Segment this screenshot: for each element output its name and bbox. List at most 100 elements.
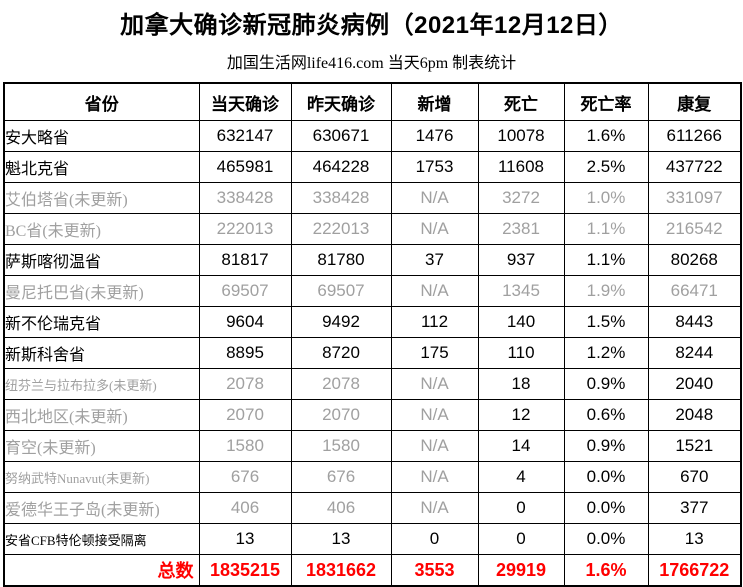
value-cell: 8244 [647, 337, 742, 369]
value-cell: 0 [390, 523, 479, 555]
value-cell: 18 [477, 368, 565, 400]
total-value-cell: 1.6% [563, 554, 649, 587]
value-cell: N/A [390, 461, 479, 493]
value-cell: 406 [198, 492, 292, 524]
page: 加拿大确诊新冠肺炎病例（2021年12月12日） 加国生活网life416.co… [0, 5, 743, 587]
table-row: 魁北克省 465981 464228 1753 11608 2.5% 437722 [3, 151, 742, 183]
table-row: 艾伯塔省(未更新) 338428 338428 N/A 3272 1.0% 331097 [3, 182, 742, 214]
value-cell: 81817 [198, 244, 292, 276]
table-row: 安省CFB特伦顿接受隔离 13 13 0 0 0.0% 13 [3, 523, 742, 555]
value-cell: 437722 [647, 151, 742, 183]
value-cell: 1580 [198, 430, 292, 462]
total-value-cell: 1835215 [198, 554, 292, 587]
province-cell: BC省(未更新) [3, 213, 200, 245]
value-cell: 37 [390, 244, 479, 276]
value-cell: 465981 [198, 151, 292, 183]
value-cell: 12 [477, 399, 565, 431]
value-cell: 1345 [477, 275, 565, 307]
province-cell: 努纳武特Nunavut(未更新) [3, 461, 200, 493]
table-row: 新斯科舍省 8895 8720 175 110 1.2% 8244 [3, 337, 742, 369]
value-cell: 11608 [477, 151, 565, 183]
province-cell: 爱德华王子岛(未更新) [3, 492, 200, 524]
value-cell: N/A [390, 182, 479, 214]
value-cell: 13 [647, 523, 742, 555]
col-header-recovered: 康复 [647, 82, 742, 121]
value-cell: 3272 [477, 182, 565, 214]
table-row: 爱德华王子岛(未更新) 406 406 N/A 0 0.0% 377 [3, 492, 742, 524]
value-cell: 14 [477, 430, 565, 462]
col-header-yesterday-confirmed: 昨天确诊 [290, 82, 392, 121]
table-row: 育空(未更新) 1580 1580 N/A 14 0.9% 1521 [3, 430, 742, 462]
value-cell: 4 [477, 461, 565, 493]
value-cell: 1.5% [563, 306, 649, 338]
value-cell: 69507 [290, 275, 392, 307]
col-header-new-cases: 新增 [390, 82, 479, 121]
value-cell: 222013 [198, 213, 292, 245]
total-row: 总数 1835215 1831662 3553 29919 1.6% 1766722 [3, 554, 742, 587]
value-cell: 8720 [290, 337, 392, 369]
value-cell: N/A [390, 368, 479, 400]
value-cell: 0.0% [563, 492, 649, 524]
value-cell: 0.9% [563, 430, 649, 462]
value-cell: 1.1% [563, 244, 649, 276]
value-cell: 2070 [290, 399, 392, 431]
province-cell: 魁北克省 [3, 151, 200, 183]
value-cell: 9492 [290, 306, 392, 338]
value-cell: 222013 [290, 213, 392, 245]
value-cell: 0.0% [563, 461, 649, 493]
value-cell: 175 [390, 337, 479, 369]
table-row: 西北地区(未更新) 2070 2070 N/A 12 0.6% 2048 [3, 399, 742, 431]
value-cell: 110 [477, 337, 565, 369]
value-cell: 80268 [647, 244, 742, 276]
page-title: 加拿大确诊新冠肺炎病例（2021年12月12日） [120, 12, 623, 39]
value-cell: 0.0% [563, 523, 649, 555]
total-value-cell: 29919 [477, 554, 565, 587]
province-cell: 新斯科舍省 [3, 337, 200, 369]
value-cell: 676 [198, 461, 292, 493]
value-cell: 1521 [647, 430, 742, 462]
col-header-province: 省份 [3, 82, 200, 121]
value-cell: 630671 [290, 120, 392, 152]
value-cell: 2070 [198, 399, 292, 431]
province-cell: 安省CFB特伦顿接受隔离 [3, 523, 200, 555]
value-cell: 670 [647, 461, 742, 493]
value-cell: 1.6% [563, 120, 649, 152]
value-cell: 676 [290, 461, 392, 493]
value-cell: N/A [390, 492, 479, 524]
province-cell: 育空(未更新) [3, 430, 200, 462]
value-cell: 2.5% [563, 151, 649, 183]
value-cell: 464228 [290, 151, 392, 183]
value-cell: 1476 [390, 120, 479, 152]
value-cell: 1.9% [563, 275, 649, 307]
value-cell: 338428 [290, 182, 392, 214]
province-cell: 萨斯喀彻温省 [3, 244, 200, 276]
covid-stats-table: 省份 当天确诊 昨天确诊 新增 死亡 死亡率 康复 安大略省 632147 6306… [3, 82, 742, 587]
value-cell: 377 [647, 492, 742, 524]
value-cell: 8895 [198, 337, 292, 369]
value-cell: 216542 [647, 213, 742, 245]
total-value-cell: 1831662 [290, 554, 392, 587]
table-row: 曼尼托巴省(未更新) 69507 69507 N/A 1345 1.9% 66471 [3, 275, 742, 307]
table-header-row: 省份 当天确诊 昨天确诊 新增 死亡 死亡率 康复 [3, 82, 742, 121]
total-label: 总数 [3, 554, 200, 587]
value-cell: 2048 [647, 399, 742, 431]
province-cell: 新不伦瑞克省 [3, 306, 200, 338]
value-cell: 2078 [198, 368, 292, 400]
value-cell: 1.0% [563, 182, 649, 214]
value-cell: N/A [390, 399, 479, 431]
total-value-cell: 3553 [390, 554, 479, 587]
province-cell: 曼尼托巴省(未更新) [3, 275, 200, 307]
table-row: 新不伦瑞克省 9604 9492 112 140 1.5% 8443 [3, 306, 742, 338]
value-cell: 1.1% [563, 213, 649, 245]
value-cell: 0 [477, 492, 565, 524]
table-row: 萨斯喀彻温省 81817 81780 37 937 1.1% 80268 [3, 244, 742, 276]
table-body: 安大略省 632147 630671 1476 10078 1.6% 611266 魁北克省 4… [3, 120, 742, 587]
value-cell: 2040 [647, 368, 742, 400]
value-cell: 9604 [198, 306, 292, 338]
col-header-today-confirmed: 当天确诊 [198, 82, 292, 121]
value-cell: 66471 [647, 275, 742, 307]
value-cell: 13 [198, 523, 292, 555]
total-value-cell: 1766722 [647, 554, 742, 587]
value-cell: 0 [477, 523, 565, 555]
province-cell: 艾伯塔省(未更新) [3, 182, 200, 214]
